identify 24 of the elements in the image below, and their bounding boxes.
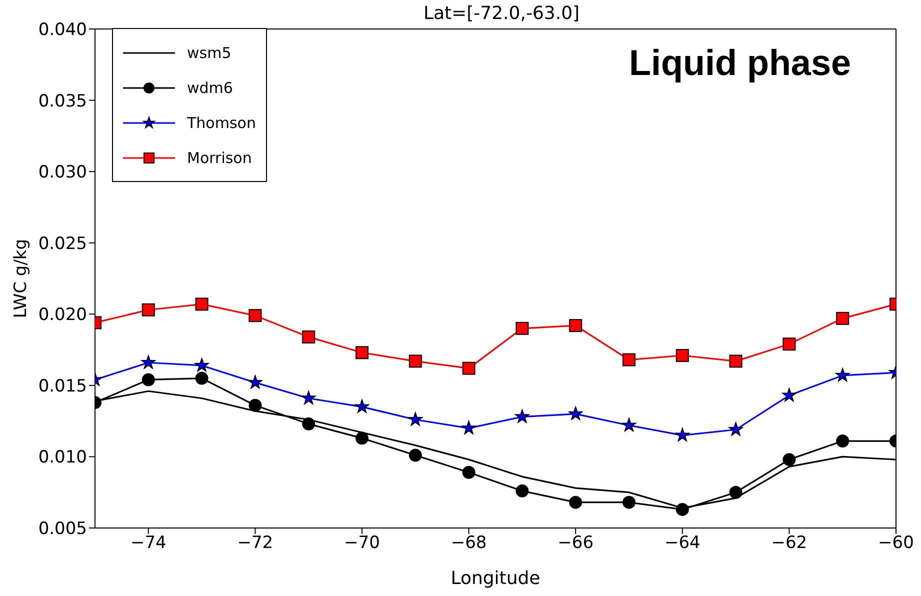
legend-label: Morrison bbox=[187, 148, 252, 166]
x-tick-label: −70 bbox=[344, 533, 380, 554]
x-tick-label: −66 bbox=[558, 533, 594, 554]
legend-label: wdm6 bbox=[187, 78, 233, 96]
legend-label: Thomson bbox=[187, 114, 256, 132]
annotation: Liquid phase bbox=[628, 42, 851, 84]
x-tick-label: −74 bbox=[130, 533, 166, 554]
x-tick-label: −62 bbox=[771, 533, 808, 554]
legend-label: wsm5 bbox=[187, 44, 232, 62]
y-tick-label: 0.010 bbox=[38, 448, 87, 468]
y-axis-title: LWC g/kg bbox=[11, 238, 32, 318]
y-tick-label: 0.025 bbox=[38, 234, 87, 254]
y-tick-label: 0.040 bbox=[38, 20, 87, 40]
y-tick-label: 0.030 bbox=[38, 162, 87, 183]
x-tick-label: −68 bbox=[450, 533, 487, 554]
x-tick-label: −60 bbox=[878, 533, 914, 554]
x-tick-label: −72 bbox=[237, 533, 274, 554]
y-tick-label: 0.035 bbox=[38, 91, 87, 112]
y-tick-label: 0.020 bbox=[38, 305, 87, 326]
x-axis-title: Longitude bbox=[450, 568, 540, 589]
y-tick-label: 0.015 bbox=[38, 376, 87, 396]
chart-title: Lat=[-72.0,-63.0] bbox=[422, 3, 581, 24]
x-tick-label: −64 bbox=[664, 533, 700, 554]
y-tick-label: 0.005 bbox=[38, 519, 87, 540]
